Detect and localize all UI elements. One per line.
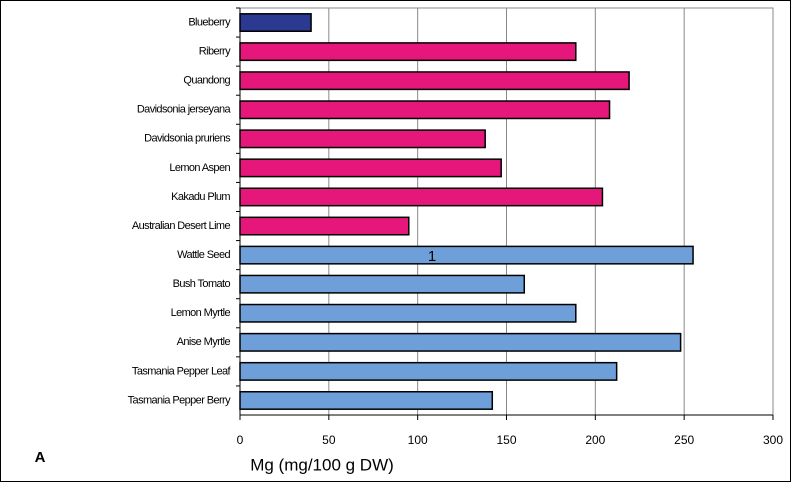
- x-tick-label: 0: [237, 433, 244, 447]
- annotation: 1: [428, 248, 436, 265]
- y-tick-label: Davidsonia pruriens: [144, 133, 231, 145]
- y-tick-label: Lemon Myrtle: [171, 307, 231, 319]
- y-tick-label: Tasmania Pepper Berry: [128, 394, 231, 406]
- bar: [239, 42, 577, 62]
- y-tick-label: Australian Desert Lime: [132, 220, 231, 232]
- bar: [239, 13, 312, 33]
- x-tick-label: 50: [322, 433, 336, 447]
- bar: [239, 332, 682, 352]
- y-tick-label: Lemon Aspen: [169, 162, 230, 174]
- bar: [239, 129, 486, 149]
- x-axis-label: Mg (mg/100 g DW): [250, 455, 394, 474]
- y-tick-label: Kakadu Plum: [171, 191, 230, 203]
- x-tick-label: 100: [408, 433, 428, 447]
- y-tick-label: Blueberry: [188, 16, 231, 28]
- y-tick-label: Anise Myrtle: [177, 336, 231, 348]
- panel-label: A: [35, 449, 46, 466]
- y-tick-label: Tasmania Pepper Leaf: [132, 365, 232, 377]
- bar: [239, 303, 577, 323]
- bar: [239, 274, 526, 294]
- y-tick-label: Wattle Seed: [177, 249, 230, 261]
- x-tick-label: 250: [674, 433, 694, 447]
- bar: [239, 100, 611, 120]
- x-tick-label: 200: [585, 433, 605, 447]
- y-tick-label: Quandong: [183, 75, 230, 87]
- y-tick-label: Bush Tomato: [173, 278, 231, 290]
- bar: [239, 216, 410, 236]
- y-tick-label: Davidsonia jerseyana: [137, 104, 232, 116]
- bar: [239, 245, 694, 265]
- bar: [239, 390, 494, 410]
- y-tick-label: Riberry: [199, 46, 231, 58]
- bar: [239, 361, 618, 381]
- bar: [239, 187, 604, 207]
- bar: [239, 158, 502, 178]
- x-tick-label: 150: [496, 433, 516, 447]
- bar: [239, 71, 630, 91]
- x-tick-label: 300: [763, 433, 783, 447]
